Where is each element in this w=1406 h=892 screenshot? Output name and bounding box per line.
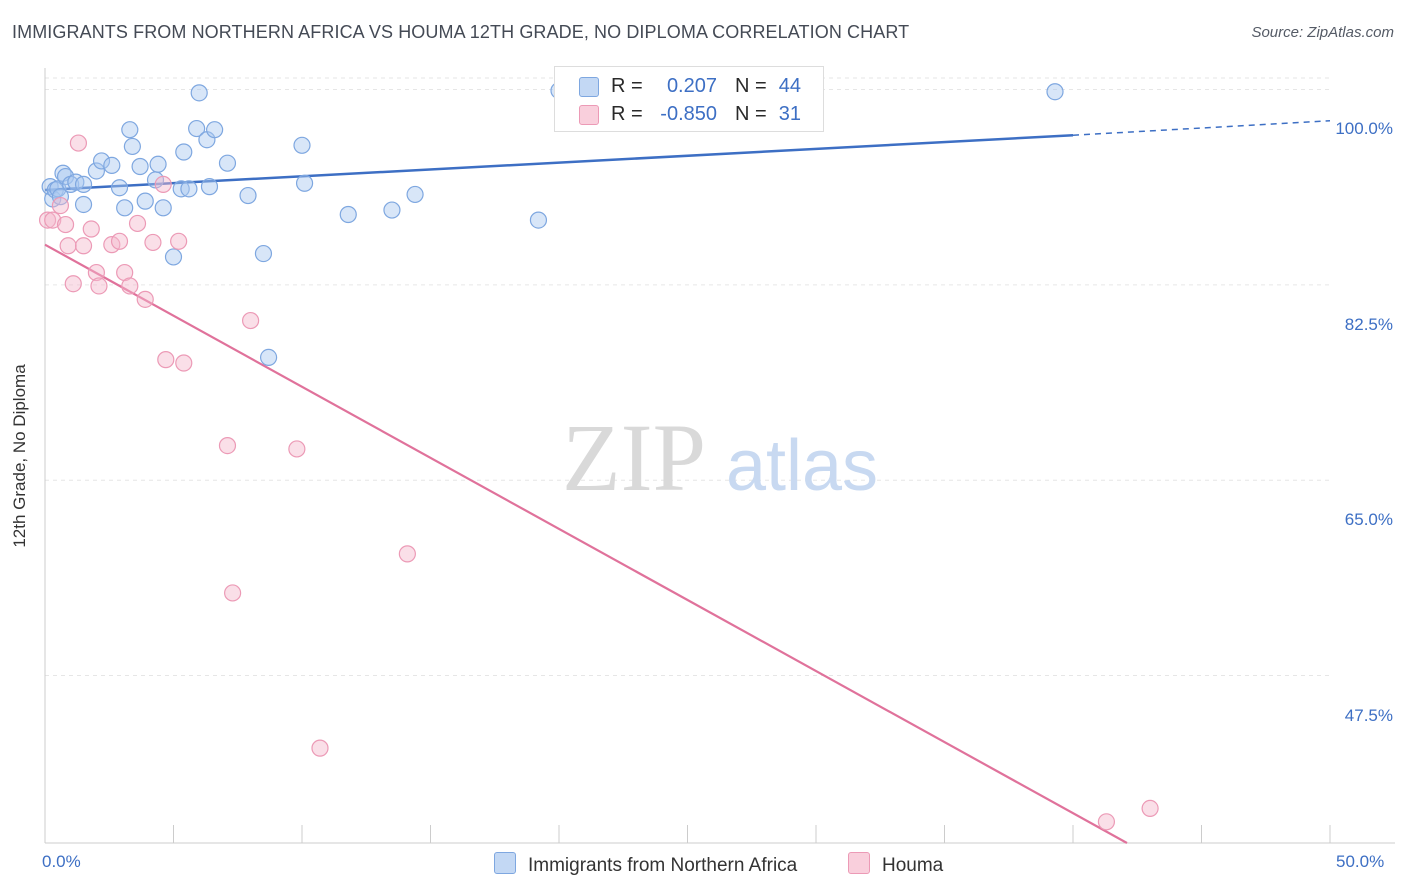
point-immigrants [406,185,424,204]
x-tick-label: 50.0% [1336,852,1385,871]
point-houma [64,275,82,293]
axes [44,68,1395,844]
point-immigrants [175,143,193,161]
point-houma [51,196,70,215]
point-immigrants [293,136,311,154]
point-immigrants [339,205,357,224]
source-label: Source: ZipAtlas.com [1251,24,1394,41]
y-tick-label: 82.5% [1344,314,1393,334]
legend-row-houma: R = -0.850 N = 31 [555,101,823,129]
point-immigrants [74,195,93,214]
point-immigrants [254,244,273,263]
legend-n-label: N = [735,75,767,97]
point-immigrants [529,211,548,229]
legend-r-value: -0.850 [660,103,717,125]
chart-title: IMMIGRANTS FROM NORTHERN AFRICA VS HOUMA… [12,22,910,42]
point-houma [128,214,147,233]
point-houma [1097,813,1116,831]
point-houma [110,232,129,250]
correlation-legend: R = 0.207 N = 44 R = -0.850 N = 31 [554,66,824,132]
point-houma [170,232,188,250]
point-immigrants [164,248,183,266]
point-immigrants [180,180,198,198]
bottom-legend-label: Immigrants from Northern Africa [528,855,798,876]
point-houma [87,263,106,282]
point-immigrants [136,192,154,210]
legend-r-label: R = [611,75,643,97]
point-houma [44,211,62,229]
bottom-legend-houma: Houma [848,852,943,877]
point-immigrants [383,201,401,219]
point-immigrants [110,179,129,197]
point-immigrants [295,174,314,192]
point-immigrants [200,178,219,196]
point-immigrants [149,155,167,173]
point-houma [311,739,329,757]
point-immigrants [123,137,141,156]
point-houma [90,277,108,295]
trend-line-immigrants-extension [1072,119,1331,137]
watermark-atlas: atlas [726,426,878,506]
point-houma [218,436,237,455]
point-houma [157,351,175,369]
point-immigrants [116,199,134,217]
bottom-legend-swatch-pink [848,852,870,874]
grid-lines [45,77,1330,677]
point-immigrants [206,121,224,139]
x-tick-label: 0.0% [42,852,81,871]
point-immigrants [188,119,206,138]
bottom-legend-swatch-blue [494,852,516,874]
point-immigrants [92,152,111,170]
point-houma [154,175,172,193]
trend-lines [44,119,1331,844]
point-houma [59,237,77,255]
point-houma [224,584,242,602]
data-points [38,82,1159,831]
point-immigrants [121,121,139,139]
point-immigrants [103,156,121,174]
point-immigrants [259,348,278,367]
trend-line-houma [44,243,1128,844]
legend-swatch-pink [579,105,599,125]
trend-line-immigrants [44,134,1074,192]
point-immigrants [87,162,106,180]
y-tick-label: 47.5% [1344,705,1393,725]
point-immigrants [154,199,172,217]
legend-r-value: 0.207 [666,75,717,97]
point-houma [288,440,306,458]
point-immigrants [51,188,70,206]
point-houma [38,211,57,229]
watermark-zip: ZIP [562,404,706,511]
point-houma [121,277,139,295]
legend-row-immigrants: R = 0.207 N = 44 [555,73,823,101]
bottom-legend-immigrants: Immigrants from Northern Africa [494,852,797,877]
point-houma [398,545,416,563]
point-immigrants [218,154,237,172]
point-immigrants [190,84,208,102]
point-houma [56,215,75,234]
point-houma [144,233,162,252]
point-houma [242,311,260,330]
y-axis-label: 12th Grade, No Diploma [10,364,29,548]
legend-n-value: 31 [778,103,801,125]
point-immigrants [131,157,149,176]
point-houma [136,290,154,308]
legend-n-value: 44 [778,75,801,97]
bottom-legend-label: Houma [882,855,944,876]
point-immigrants [239,186,257,205]
point-houma [1141,799,1159,817]
legend-swatch-blue [579,77,599,97]
y-tick-label: 100.0% [1335,119,1393,139]
legend-n-label: N = [735,103,767,125]
point-houma [69,134,88,152]
point-houma [74,237,93,255]
point-houma [175,354,193,372]
y-tick-label: 65.0% [1344,510,1393,530]
point-immigrants [74,175,93,193]
legend-r-label: R = [611,103,643,125]
point-houma [82,220,100,238]
point-immigrants [1046,83,1064,101]
